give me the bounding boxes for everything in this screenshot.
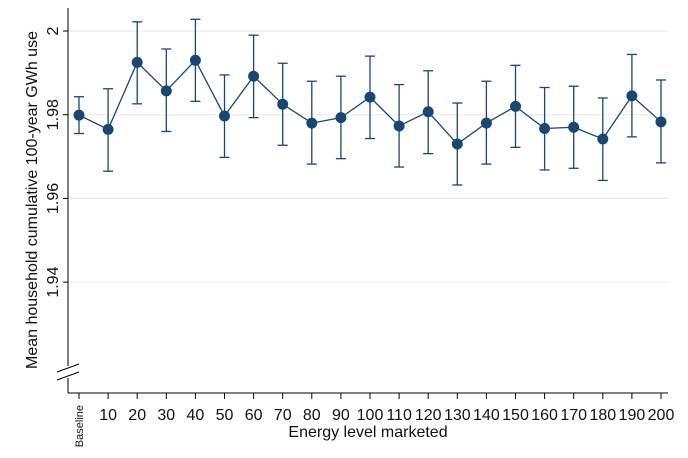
data-point bbox=[510, 100, 521, 112]
x-tick-label: 90 bbox=[332, 407, 350, 424]
x-tick-label: Baseline bbox=[74, 405, 86, 447]
x-tick-label: 190 bbox=[619, 407, 646, 424]
y-tick-label: 1.96 bbox=[45, 183, 62, 214]
x-tick-label: 10 bbox=[99, 407, 117, 424]
x-tick-label: 170 bbox=[560, 407, 587, 424]
data-point bbox=[597, 133, 609, 145]
x-tick-label: 180 bbox=[589, 407, 616, 424]
x-axis-label: Energy level marketed bbox=[288, 424, 447, 441]
data-point bbox=[626, 90, 638, 102]
data-point bbox=[655, 116, 667, 128]
x-axis: Baseline 10 20 30 40 50 60 70 80 90 100 110 120 130 14… bbox=[68, 392, 675, 447]
data-point bbox=[393, 120, 405, 132]
data-point bbox=[480, 117, 492, 129]
data-point bbox=[189, 54, 201, 66]
x-tick-label: 70 bbox=[274, 407, 292, 424]
data-point bbox=[364, 91, 376, 103]
x-tick-label: 140 bbox=[473, 407, 500, 424]
y-tick-label: 1.94 bbox=[45, 266, 62, 297]
y-tick-label: 2 bbox=[45, 26, 62, 35]
y-axis-label: Mean household cumulative 100-year GWh u… bbox=[24, 31, 41, 369]
axis-break-mark bbox=[56, 371, 80, 381]
x-tick-label: 200 bbox=[648, 407, 675, 424]
data-point bbox=[248, 70, 260, 82]
x-tick-label: 150 bbox=[502, 407, 529, 424]
data-point bbox=[422, 106, 434, 118]
x-tick-label: 160 bbox=[531, 407, 558, 424]
data-point bbox=[306, 117, 318, 129]
data-point bbox=[539, 123, 551, 135]
y-axis: 1.94 1.96 1.98 2 bbox=[45, 8, 80, 393]
x-tick-label: 110 bbox=[386, 407, 412, 424]
series-plot bbox=[73, 18, 667, 186]
data-point bbox=[160, 85, 172, 97]
data-point bbox=[451, 138, 463, 150]
data-point bbox=[335, 112, 347, 124]
x-tick-label: 20 bbox=[128, 407, 146, 424]
x-tick-label: 80 bbox=[303, 407, 321, 424]
data-point bbox=[277, 98, 289, 110]
x-tick-label: 30 bbox=[157, 407, 175, 424]
axis-break-mark bbox=[56, 363, 80, 373]
x-tick-label: 120 bbox=[415, 407, 442, 424]
gridlines bbox=[68, 30, 668, 283]
y-tick-label: 1.98 bbox=[45, 99, 62, 130]
data-point bbox=[568, 121, 580, 133]
x-tick-label: 50 bbox=[216, 407, 234, 424]
x-tick-label: 100 bbox=[357, 407, 384, 424]
data-point bbox=[131, 56, 143, 68]
x-tick-label: 130 bbox=[444, 407, 471, 424]
x-tick-label: 40 bbox=[187, 407, 205, 424]
data-point bbox=[73, 109, 85, 121]
data-point bbox=[102, 123, 114, 135]
x-tick-label: 60 bbox=[245, 407, 263, 424]
data-point bbox=[219, 110, 230, 122]
